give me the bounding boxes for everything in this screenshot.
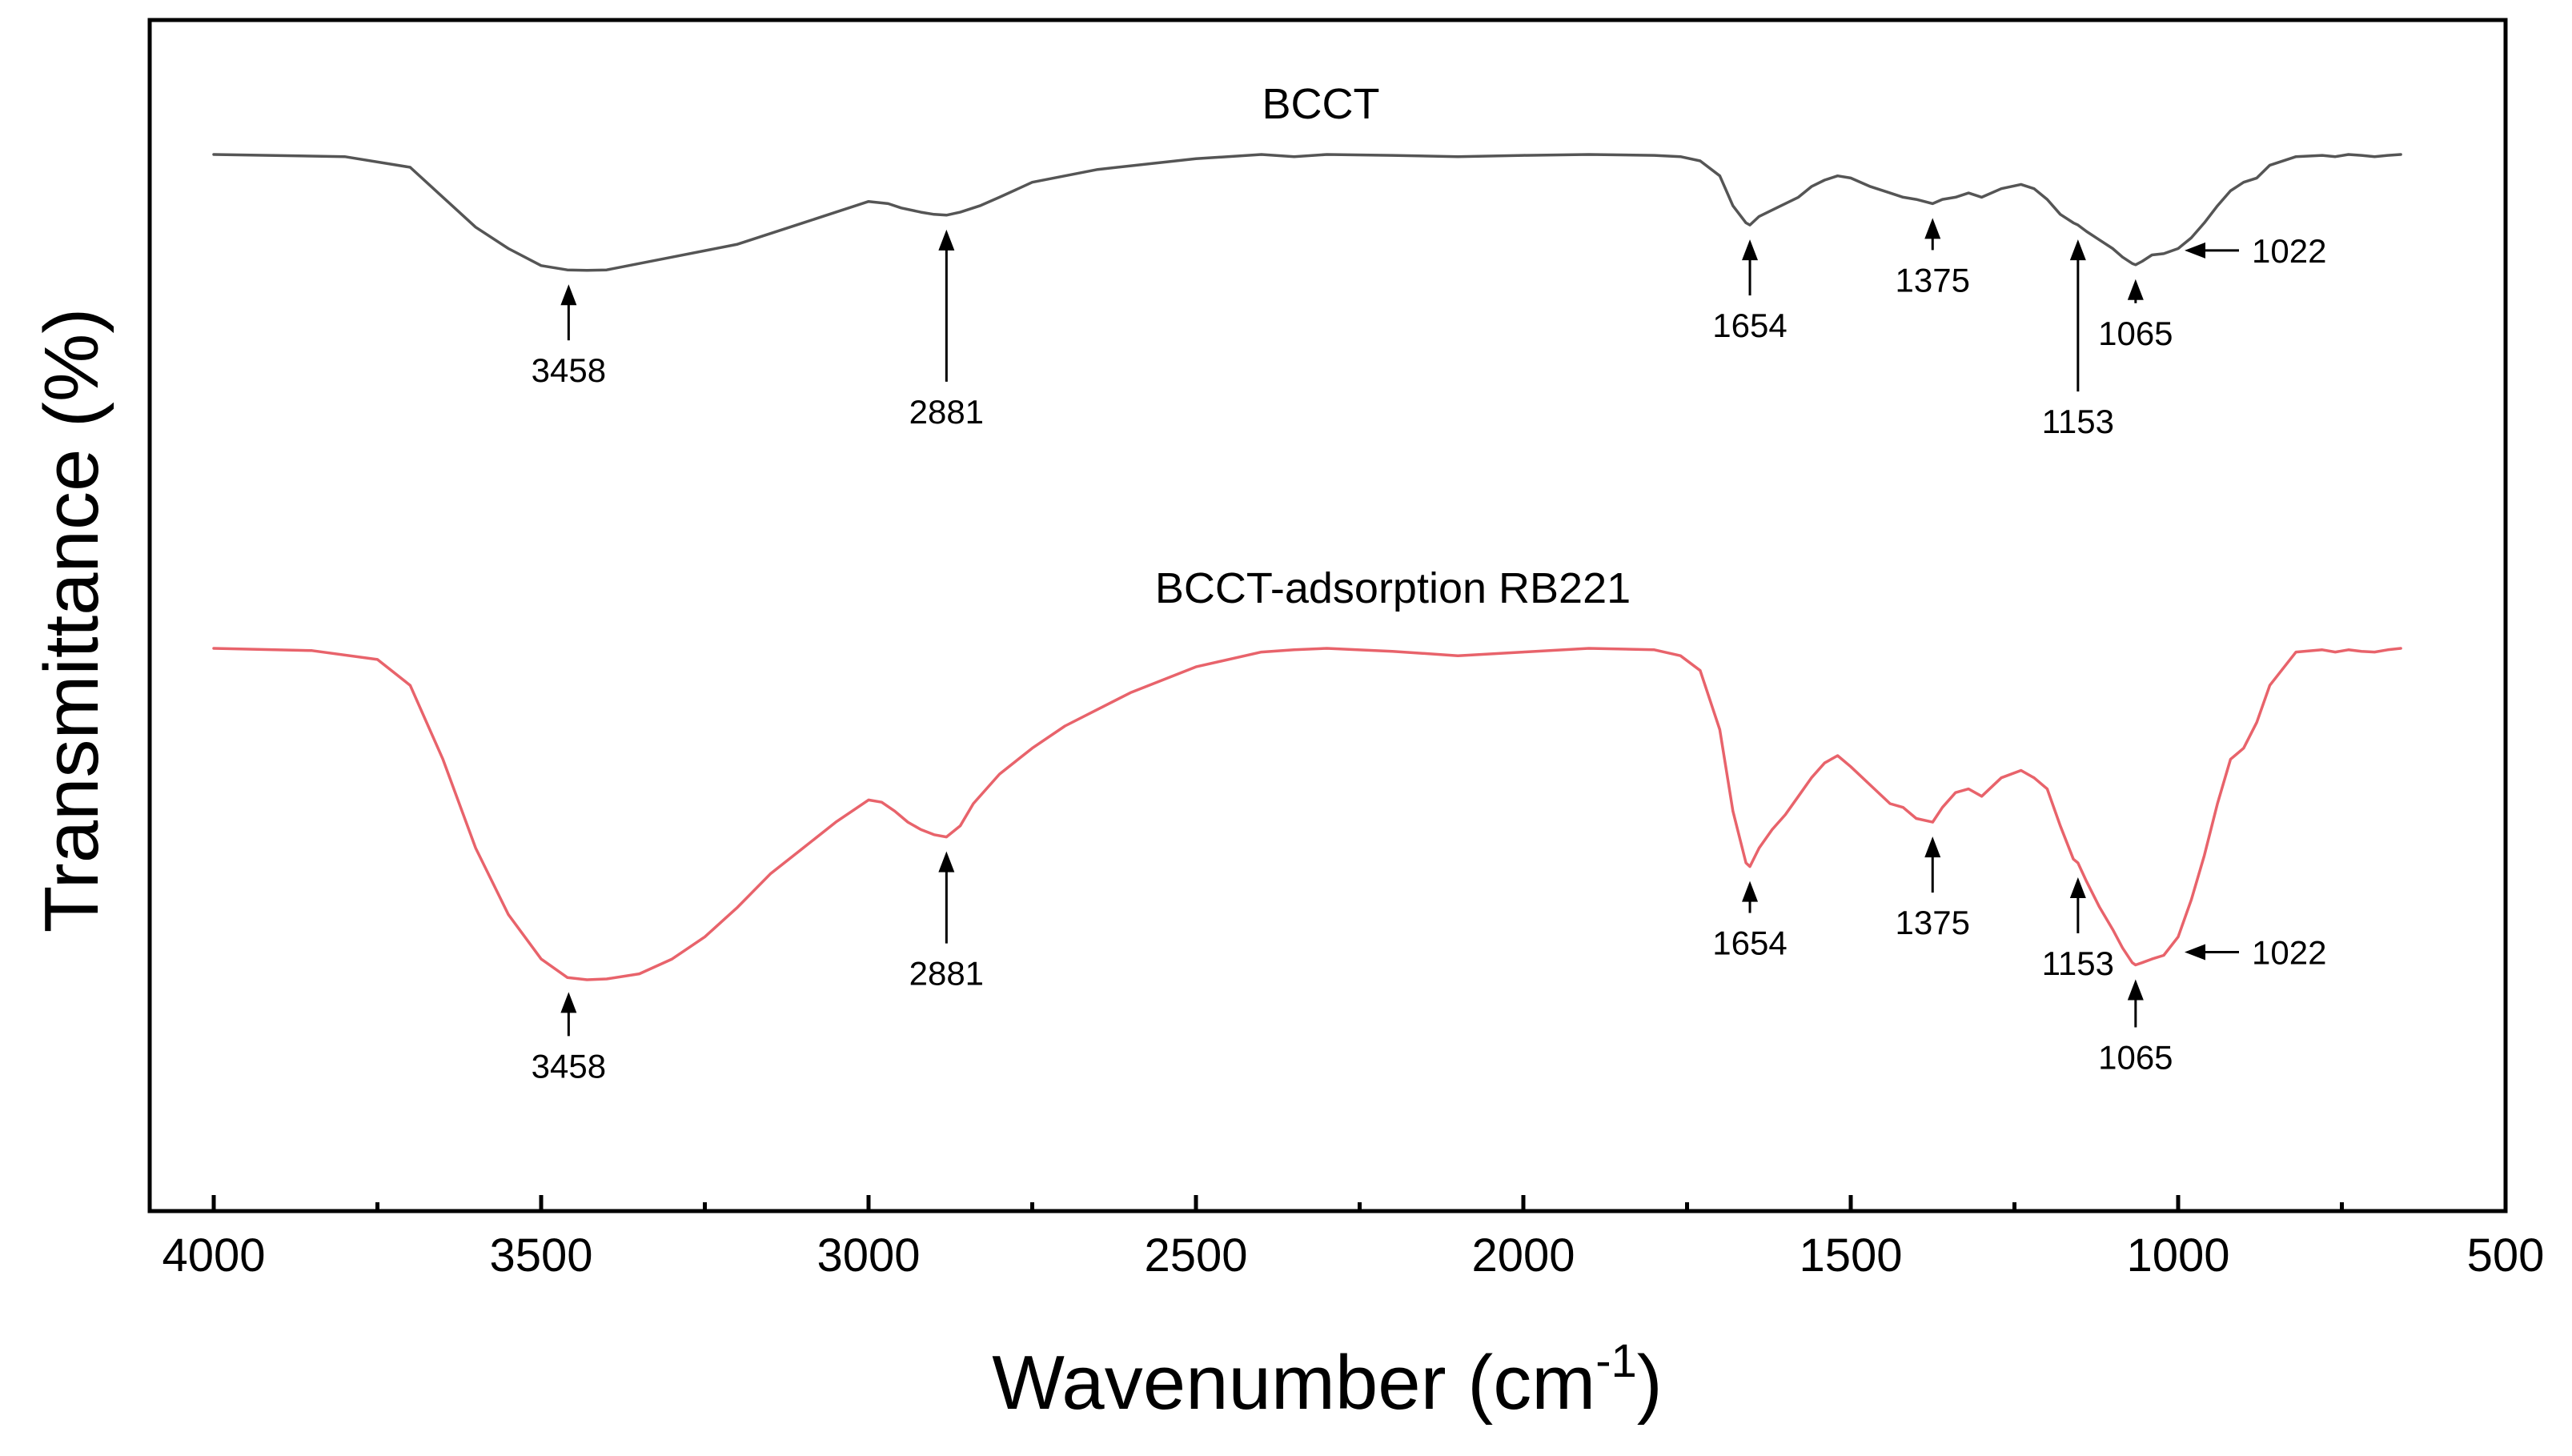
peak-label: 1022 [2252, 232, 2326, 270]
peak-annotation: 1375 [1896, 836, 1970, 941]
x-axis: 4000 3500 3000 2500 2000 1500 1000 500 [162, 1195, 2544, 1282]
peak-label: 3458 [532, 351, 606, 389]
annotation-arrow-head [1924, 218, 1941, 239]
peak-label: 3458 [532, 1047, 606, 1085]
peak-label: 1153 [2042, 945, 2114, 982]
peak-annotation: 1022 [2185, 232, 2326, 270]
annotation-arrow-head [2069, 876, 2086, 898]
annotation-arrow-head [1924, 836, 1941, 858]
x-tick-label: 1000 [2126, 1229, 2229, 1282]
x-axis-label: Wavenumber (cm-1) [992, 1335, 1662, 1426]
x-axis-label-superscript: -1 [1595, 1335, 1637, 1387]
annotation-arrow-head [2127, 979, 2144, 1001]
annotation-arrow-head [2069, 239, 2086, 261]
peak-annotation: 1153 [2042, 239, 2114, 440]
peak-label: 1022 [2252, 933, 2326, 971]
annotation-arrow-head [938, 229, 955, 251]
series-line-rb221 [212, 647, 2402, 981]
peak-label: 1654 [1712, 925, 1787, 962]
annotation-arrow-head [1742, 239, 1759, 261]
peak-annotation: 1654 [1712, 880, 1788, 962]
peak-label: 1065 [2098, 315, 2173, 352]
annotation-arrow-head [2185, 944, 2206, 961]
annotation-arrow-head [1742, 880, 1759, 902]
x-axis-label-close: ) [1637, 1340, 1663, 1426]
x-tick-label: 2500 [1144, 1229, 1247, 1282]
peak-annotation: 1022 [2185, 933, 2326, 971]
x-tick-label: 500 [2467, 1229, 2545, 1282]
peak-label: 1654 [1712, 307, 1787, 344]
peak-annotation: 3458 [532, 284, 606, 389]
peak-annotation: 1065 [2098, 279, 2173, 352]
peak-annotation: 1375 [1896, 218, 1970, 299]
peak-annotation: 2881 [909, 229, 984, 431]
y-axis-label: Transmittance (%) [29, 308, 114, 933]
x-tick-label: 1500 [1799, 1229, 1902, 1282]
peak-label: 1065 [2098, 1038, 2173, 1076]
annotation-arrow-head [560, 992, 577, 1013]
x-axis-label-text: Wavenumber (cm [992, 1340, 1595, 1426]
plot-frame [147, 18, 2508, 1213]
peak-annotation: 2881 [909, 851, 984, 993]
peak-annotation: 1654 [1712, 239, 1788, 344]
peak-label: 1375 [1896, 261, 1970, 299]
peak-annotation: 1153 [2042, 876, 2114, 982]
peak-label: 2881 [909, 393, 984, 431]
series-title-rb221: BCCT-adsorption RB221 [1155, 564, 1631, 612]
annotation-arrow-head [2127, 279, 2144, 300]
x-tick-label: 3000 [817, 1229, 920, 1282]
peak-annotation: 1065 [2098, 979, 2173, 1076]
x-tick-label: 2000 [1471, 1229, 1575, 1282]
peak-label: 1153 [2042, 403, 2114, 440]
annotation-arrow-head [2185, 242, 2206, 259]
peak-label: 2881 [909, 955, 984, 993]
annotation-arrow-head [560, 284, 577, 306]
annotation-arrow-head [938, 851, 955, 872]
peak-annotation: 3458 [532, 992, 606, 1085]
series-title-bcct: BCCT [1262, 80, 1380, 128]
x-tick-label: 4000 [162, 1229, 265, 1282]
peak-label: 1375 [1896, 904, 1970, 941]
series-layer [212, 153, 2402, 981]
series-line-bcct [212, 153, 2402, 272]
peak-annotations: 3458 2881 1654 1375 1153 1065 1022 3458 2881 1654… [532, 218, 2326, 1085]
x-tick-label: 3500 [489, 1229, 592, 1282]
